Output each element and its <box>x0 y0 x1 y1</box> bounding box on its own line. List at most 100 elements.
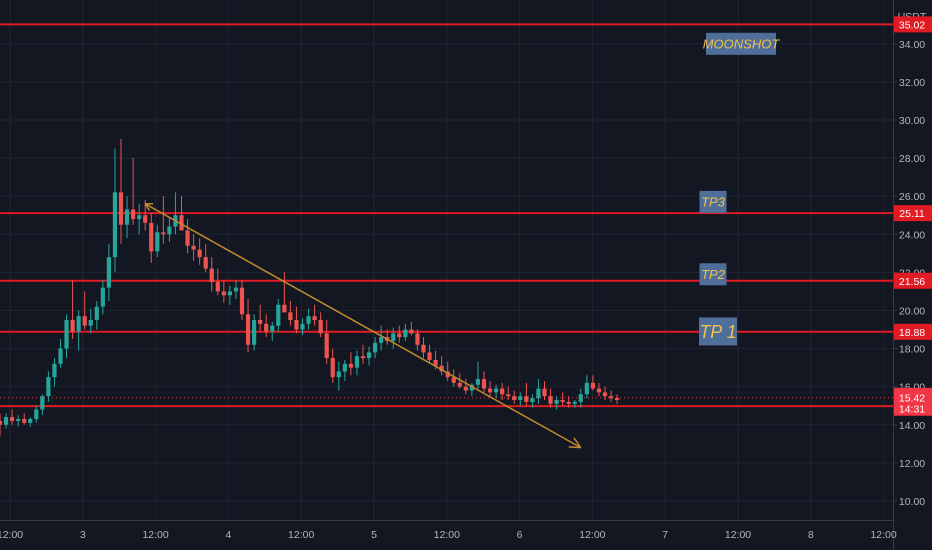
trendline-path[interactable] <box>144 203 582 449</box>
candle-body[interactable] <box>245 314 251 345</box>
level-label-box[interactable] <box>706 32 776 55</box>
candle-body[interactable] <box>572 401 577 404</box>
candle-body[interactable] <box>318 320 323 334</box>
candle-body[interactable] <box>209 268 214 282</box>
candle-body[interactable] <box>10 417 15 421</box>
candle-body[interactable] <box>131 209 136 220</box>
candle-body[interactable] <box>106 257 111 288</box>
candle-body[interactable] <box>379 337 384 343</box>
candle-body[interactable] <box>16 419 21 421</box>
candle-body[interactable] <box>179 215 184 231</box>
candle-body[interactable] <box>421 344 426 353</box>
candle-body[interactable] <box>288 312 293 320</box>
candle-body[interactable] <box>354 356 360 368</box>
candle-body[interactable] <box>124 209 130 225</box>
candle-body[interactable] <box>445 371 450 378</box>
candle-body[interactable] <box>348 363 353 368</box>
candle-body[interactable] <box>433 360 438 366</box>
candle-body[interactable] <box>391 333 396 341</box>
candle-body[interactable] <box>137 215 142 220</box>
candle-body[interactable] <box>312 316 317 320</box>
candle-body[interactable] <box>185 230 190 246</box>
candle-body[interactable] <box>22 419 27 423</box>
candle-body[interactable] <box>578 394 583 402</box>
candle-body[interactable] <box>536 388 541 399</box>
candle-body[interactable] <box>530 398 535 402</box>
candle-body[interactable] <box>439 365 444 372</box>
candle-body[interactable] <box>409 329 414 334</box>
candle-body[interactable] <box>451 377 456 383</box>
candle-body[interactable] <box>494 388 499 393</box>
candle-body[interactable] <box>264 323 269 332</box>
candle-body[interactable] <box>306 316 311 324</box>
candle-body[interactable] <box>294 320 299 330</box>
level-label-box[interactable] <box>699 190 727 213</box>
candle-body[interactable] <box>608 396 614 399</box>
candle-body[interactable] <box>227 291 232 296</box>
candle-body[interactable] <box>542 388 547 397</box>
candle-body[interactable] <box>161 232 166 235</box>
candle-body[interactable] <box>3 417 9 425</box>
candle-body[interactable] <box>469 384 474 391</box>
candle-body[interactable] <box>258 320 263 324</box>
candle-body[interactable] <box>191 245 196 250</box>
candle-body[interactable] <box>330 358 335 378</box>
level-label-box[interactable] <box>699 263 727 286</box>
candle-body[interactable] <box>487 388 493 393</box>
candle-body[interactable] <box>76 316 81 332</box>
candle-body[interactable] <box>82 316 87 326</box>
candle-body[interactable] <box>0 420 3 425</box>
candle-body[interactable] <box>88 320 93 326</box>
candle-body[interactable] <box>324 333 329 359</box>
candle-body[interactable] <box>463 386 468 391</box>
candle-body[interactable] <box>270 325 275 332</box>
candle-body[interactable] <box>203 257 208 269</box>
candle-body[interactable] <box>94 306 99 320</box>
candle-body[interactable] <box>282 304 287 313</box>
candle-body[interactable] <box>143 215 148 223</box>
candle-body[interactable] <box>427 352 432 360</box>
candle-body[interactable] <box>28 419 33 423</box>
level-label-box[interactable] <box>699 317 737 346</box>
candle-body[interactable] <box>615 398 620 400</box>
candle-body[interactable] <box>100 287 105 307</box>
candle-body[interactable] <box>566 401 571 404</box>
candle-body[interactable] <box>342 363 347 372</box>
candle-body[interactable] <box>524 396 529 402</box>
candle-body[interactable] <box>149 222 154 252</box>
candle-body[interactable] <box>457 382 462 387</box>
candle-body[interactable] <box>252 320 257 345</box>
candle-body[interactable] <box>215 281 220 292</box>
candle-body[interactable] <box>239 287 245 315</box>
candle-body[interactable] <box>40 396 45 410</box>
candle-body[interactable] <box>221 291 226 296</box>
candle-body[interactable] <box>46 377 51 397</box>
candle-body[interactable] <box>596 388 602 393</box>
candle-body[interactable] <box>481 379 487 389</box>
candle-body[interactable] <box>118 192 124 225</box>
candle-body[interactable] <box>34 409 39 420</box>
candle-body[interactable] <box>548 396 553 404</box>
candle-body[interactable] <box>500 388 505 395</box>
candle-body[interactable] <box>197 249 202 258</box>
candle-body[interactable] <box>554 400 559 404</box>
candle-body[interactable] <box>52 363 57 378</box>
candle-body[interactable] <box>112 192 118 258</box>
candle-body[interactable] <box>276 304 281 326</box>
candle-body[interactable] <box>155 232 160 252</box>
candle-body[interactable] <box>64 320 69 349</box>
candle-body[interactable] <box>397 333 402 338</box>
candle-body[interactable] <box>70 320 75 332</box>
candle-body[interactable] <box>366 352 372 359</box>
candle-body[interactable] <box>506 394 511 397</box>
candle-body[interactable] <box>475 379 481 385</box>
candle-body[interactable] <box>602 392 608 397</box>
candle-body[interactable] <box>518 396 523 400</box>
candle-body[interactable] <box>300 323 305 330</box>
candle-body[interactable] <box>590 382 595 389</box>
candle-body[interactable] <box>233 287 239 292</box>
candle-body[interactable] <box>336 371 341 378</box>
candle-body[interactable] <box>360 356 366 359</box>
candle-body[interactable] <box>584 382 589 395</box>
